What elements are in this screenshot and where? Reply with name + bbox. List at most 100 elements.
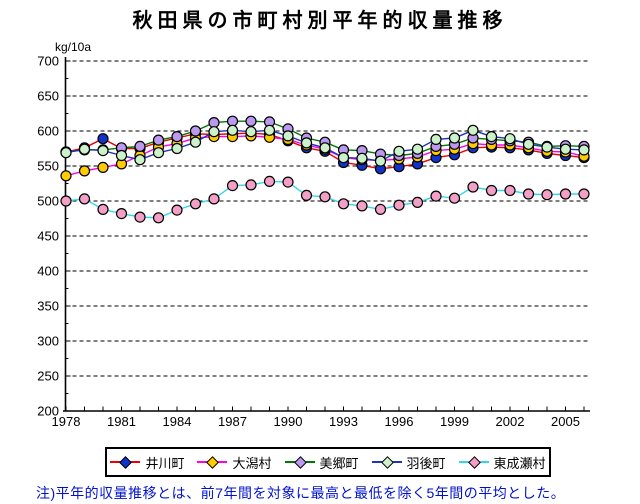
data-point-marker [578, 144, 590, 156]
data-point-marker [208, 126, 220, 138]
data-point-marker [152, 212, 165, 224]
data-point-marker [430, 190, 442, 202]
data-point-marker [97, 203, 109, 215]
legend-marker-icon [197, 456, 228, 469]
data-point-marker [171, 131, 183, 143]
data-point-marker [467, 124, 479, 136]
data-point-marker [189, 198, 202, 210]
data-point-marker [152, 134, 165, 146]
data-point-marker [60, 195, 72, 207]
data-point-marker [411, 196, 424, 208]
y-tick-label: 400 [37, 264, 59, 279]
data-point-marker [60, 147, 72, 159]
data-point-marker [337, 198, 350, 210]
legend-marker-icon [458, 456, 489, 469]
x-tick-label: 1999 [440, 414, 469, 429]
data-point-marker [263, 175, 276, 187]
data-point-marker [97, 145, 109, 157]
data-point-marker [393, 145, 405, 157]
data-point-marker [374, 155, 387, 167]
x-tick-label: 2002 [496, 414, 525, 429]
data-point-marker [559, 143, 572, 155]
legend-marker-icon [110, 456, 141, 469]
data-point-marker [78, 165, 91, 177]
data-point-marker [226, 124, 239, 136]
x-tick-label: 1993 [329, 414, 358, 429]
data-point-marker [337, 152, 350, 164]
legend-item-label: 美郷町 [319, 455, 359, 471]
data-point-marker [541, 141, 553, 153]
data-point-marker [485, 184, 498, 197]
y-tick-label: 550 [37, 159, 59, 174]
data-point-marker [152, 147, 165, 159]
data-point-marker [78, 193, 91, 205]
data-point-marker [97, 161, 109, 173]
x-tick-label: 1996 [385, 414, 414, 429]
legend-item-3: 羽後町 [371, 453, 446, 472]
page-title: 秋田県の市町村別平年的収量推移 [132, 10, 508, 32]
data-point-marker [319, 191, 331, 203]
legend-item-label: 大潟村 [232, 455, 272, 471]
x-tick-label: 1978 [52, 414, 81, 429]
data-point-marker [263, 124, 276, 136]
data-point-marker [171, 142, 183, 155]
data-point-marker [189, 136, 202, 148]
data-point-marker [189, 125, 202, 137]
data-point-marker [559, 188, 572, 200]
data-point-marker [448, 192, 461, 204]
data-point-marker [448, 132, 461, 144]
legend-item-2: 美郷町 [284, 453, 359, 472]
data-point-marker [300, 137, 313, 149]
y-tick-label: 700 [37, 54, 59, 69]
legend-item-1: 大潟村 [197, 453, 272, 472]
data-point-marker [504, 184, 516, 197]
data-point-marker [522, 188, 535, 200]
legend-item-label: 羽後町 [406, 455, 446, 471]
y-tick-label: 450 [37, 229, 59, 244]
data-point-marker [171, 204, 183, 216]
data-point-marker [319, 142, 331, 154]
data-point-marker [226, 180, 239, 192]
data-point-marker [245, 126, 257, 138]
data-point-marker [522, 138, 535, 150]
y-tick-label: 500 [37, 194, 59, 209]
data-point-marker [485, 131, 498, 143]
data-point-marker [356, 152, 368, 164]
data-point-marker [245, 115, 257, 127]
data-point-marker [300, 189, 313, 201]
data-point-marker [430, 133, 442, 145]
x-tick-label: 1990 [274, 414, 303, 429]
legend-item-label: 東成瀬村 [493, 455, 546, 471]
data-point-marker [356, 200, 368, 212]
data-point-marker [245, 179, 257, 191]
data-point-marker [134, 154, 146, 166]
data-point-marker [97, 133, 109, 145]
data-point-marker [393, 199, 405, 211]
y-tick-label: 300 [37, 334, 59, 349]
data-point-marker [467, 181, 479, 193]
data-point-marker [60, 170, 72, 182]
data-point-marker [541, 189, 553, 201]
y-tick-label: 250 [37, 369, 59, 384]
data-point-marker [115, 149, 128, 162]
data-point-marker [282, 130, 294, 142]
legend-marker-icon [284, 456, 315, 469]
data-point-marker [504, 133, 516, 145]
data-point-marker [411, 143, 424, 155]
legend-marker-icon [371, 456, 402, 469]
y-axis-unit-label: kg/10a [55, 40, 91, 54]
y-tick-label: 350 [37, 299, 59, 314]
data-point-marker [134, 140, 146, 152]
data-point-marker [134, 211, 146, 223]
data-point-marker [208, 193, 220, 205]
legend-item-0: 井川町 [110, 453, 184, 472]
x-tick-label: 1984 [163, 414, 192, 429]
chart-legend: 井川町 大潟村 美郷町 羽後町 東成瀬村 [105, 447, 551, 477]
y-tick-label: 650 [37, 89, 59, 104]
footnote: 注)平年的収量推移とは、前7年間を対象に最高と最低を除く5年間の平均とした。 [36, 485, 566, 501]
legend-item-label: 井川町 [145, 455, 185, 471]
data-point-marker [226, 115, 239, 127]
y-tick-label: 600 [37, 124, 59, 139]
